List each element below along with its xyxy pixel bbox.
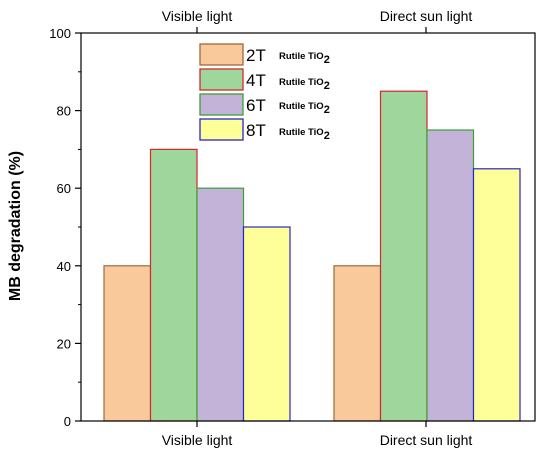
x-tick-label: Visible light	[162, 432, 233, 448]
bar-2T-1	[333, 265, 382, 422]
bars-layer	[103, 90, 521, 422]
legend-label-6T: 6T	[246, 96, 266, 115]
legend-label-2T: 2T	[246, 46, 266, 65]
axes-layer: 0 20 40 60 80 100 Visible light Visible light Di…	[49, 8, 536, 448]
legend-swatch-4T	[199, 68, 244, 91]
bar-6T-0	[196, 187, 245, 422]
legend-label-8T: 8T	[246, 121, 266, 140]
y-tick-label: 40	[57, 259, 71, 274]
legend-swatch-6T	[199, 93, 244, 116]
y-tick-label: 0	[64, 414, 71, 429]
y-axis-label: MB degradation (%)	[7, 151, 24, 301]
legend-suffix: Rutile TiO2	[279, 77, 330, 92]
bar-8T-0	[242, 226, 291, 422]
x-tick-label: Direct sun light	[380, 432, 473, 448]
bar-8T-1	[472, 168, 521, 422]
x-top-label: Direct sun light	[380, 8, 473, 24]
bar-6T-1	[426, 129, 475, 422]
legend-swatch-2T	[199, 43, 244, 66]
legend-label-4T: 4T	[246, 71, 266, 90]
y-tick-label: 80	[57, 104, 71, 119]
y-tick-label: 60	[57, 181, 71, 196]
bar-4T-1	[379, 90, 428, 422]
legend-suffix: Rutile TiO2	[279, 101, 330, 116]
y-tick-label: 20	[57, 336, 71, 351]
bar-4T-0	[149, 148, 198, 422]
legend-suffix: Rutile TiO2	[279, 127, 330, 142]
legend-suffix: Rutile TiO2	[279, 51, 330, 66]
legend: 2T Rutile TiO2 4T Rutile TiO2 6T Rutile TiO2 8…	[199, 43, 330, 142]
bar-2T-0	[103, 265, 152, 422]
x-top-label: Visible light	[162, 8, 233, 24]
y-tick-label: 100	[49, 26, 71, 41]
legend-swatch-8T	[199, 118, 244, 141]
